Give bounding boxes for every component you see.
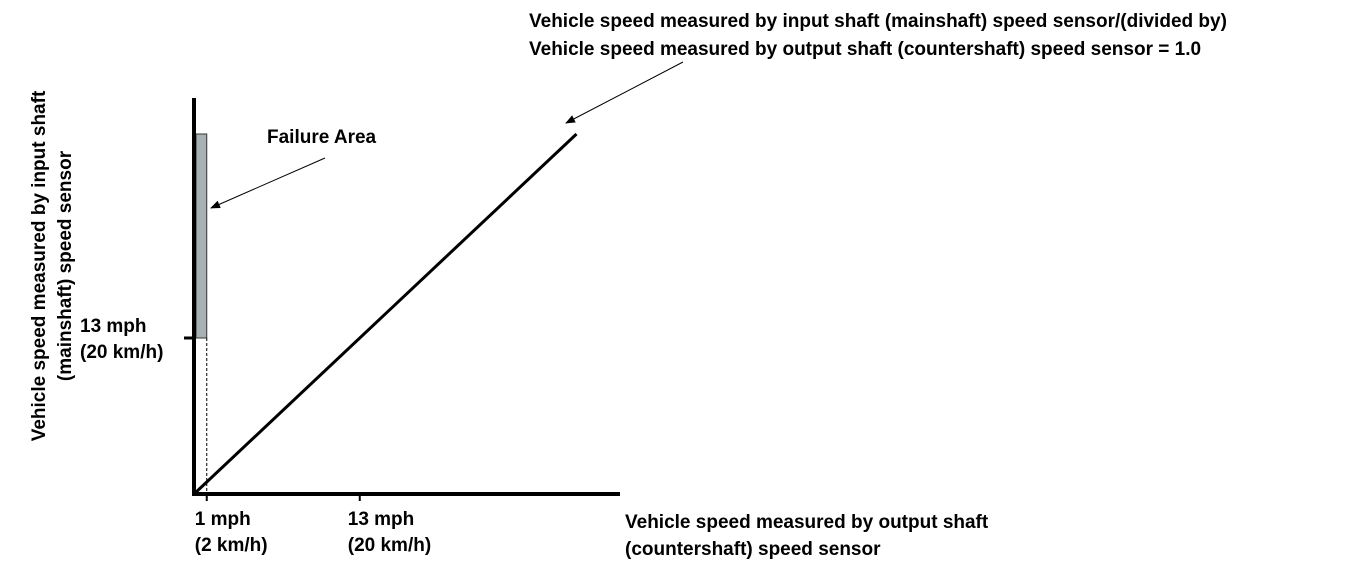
x-tick-label: (2 km/h) — [195, 535, 268, 556]
y-axis-label-line-2: (mainshaft) speed sensor — [55, 150, 76, 381]
ratio-line-series — [192, 132, 578, 496]
x-axis-label-line-1: Vehicle speed measured by output shaft — [625, 512, 989, 533]
failure-area-region — [195, 133, 208, 339]
x-tick-label: 1 mph — [195, 509, 251, 530]
failure-area-arrow — [210, 157, 326, 209]
y-tick-label: (20 km/h) — [80, 342, 163, 363]
x-ticks: 1 mph (2 km/h) 13 mph (20 km/h) — [195, 494, 431, 556]
x-axis-label-line-2: (countershaft) speed sensor — [625, 539, 881, 560]
y-ticks: 13 mph (20 km/h) — [80, 316, 194, 363]
ratio-annotation-line-1: Vehicle speed measured by input shaft (m… — [529, 11, 1227, 32]
x-tick-label: 13 mph — [348, 509, 415, 530]
ratio-annotation-line-2: Vehicle speed measured by output shaft (… — [529, 39, 1201, 60]
failure-area-label: Failure Area — [267, 127, 377, 148]
x-tick-label: (20 km/h) — [348, 535, 431, 556]
y-axis-label-line-1: Vehicle speed measured by input shaft — [29, 90, 50, 441]
y-tick-label: 13 mph — [80, 316, 147, 337]
ratio-annotation-arrow — [565, 61, 684, 124]
